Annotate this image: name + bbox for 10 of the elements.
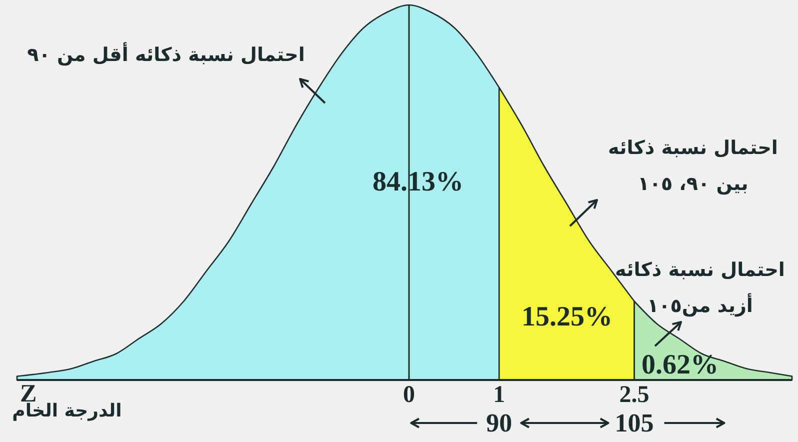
annotation: احتمال نسبة ذكائه أقل من ٩٠: [27, 42, 305, 66]
x-tick-label: 1: [493, 382, 506, 408]
x2-tick-label: 105: [614, 408, 654, 438]
annotation: احتمال نسبة ذكائه أزيد من١٠٥: [615, 259, 785, 317]
x2-tick-label: 90: [486, 408, 512, 438]
annotation: احتمال نسبة ذكائه بين ٩٠، ١٠٥: [608, 137, 778, 195]
x-tick-label: 0: [403, 382, 416, 408]
annotation: 0.62%: [642, 350, 718, 380]
annotation: 15.25%: [522, 302, 612, 332]
x-tick-label: 2.5: [619, 382, 650, 408]
